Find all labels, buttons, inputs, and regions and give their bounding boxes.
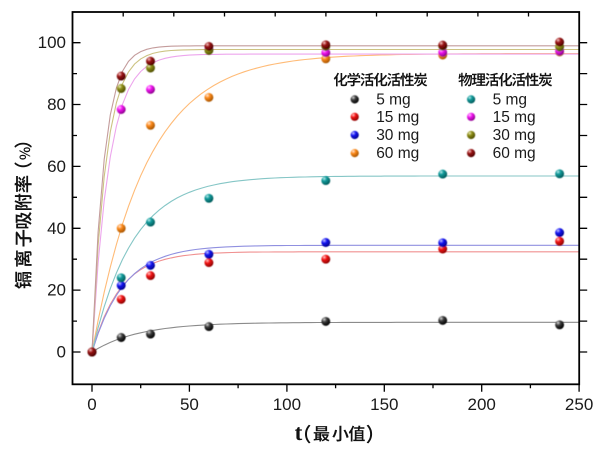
svg-text:0: 0 bbox=[87, 395, 96, 414]
svg-text:15 mg: 15 mg bbox=[376, 109, 419, 126]
svg-text:5 mg: 5 mg bbox=[493, 91, 527, 108]
svg-text:100: 100 bbox=[273, 395, 301, 414]
svg-text:100: 100 bbox=[38, 33, 66, 52]
svg-text:50: 50 bbox=[180, 395, 199, 414]
svg-text:200: 200 bbox=[468, 395, 496, 414]
svg-text:20: 20 bbox=[47, 281, 66, 300]
svg-text:15 mg: 15 mg bbox=[493, 109, 536, 126]
svg-text:60: 60 bbox=[47, 157, 66, 176]
svg-text:30 mg: 30 mg bbox=[376, 127, 419, 144]
svg-text:30 mg: 30 mg bbox=[493, 127, 536, 144]
svg-text:5 mg: 5 mg bbox=[376, 91, 410, 108]
svg-text:60 mg: 60 mg bbox=[376, 145, 419, 162]
svg-text:80: 80 bbox=[47, 95, 66, 114]
svg-text:250: 250 bbox=[565, 395, 593, 414]
svg-text:0: 0 bbox=[57, 343, 66, 362]
svg-text:150: 150 bbox=[370, 395, 398, 414]
svg-text:40: 40 bbox=[47, 219, 66, 238]
svg-text:60 mg: 60 mg bbox=[493, 145, 536, 162]
